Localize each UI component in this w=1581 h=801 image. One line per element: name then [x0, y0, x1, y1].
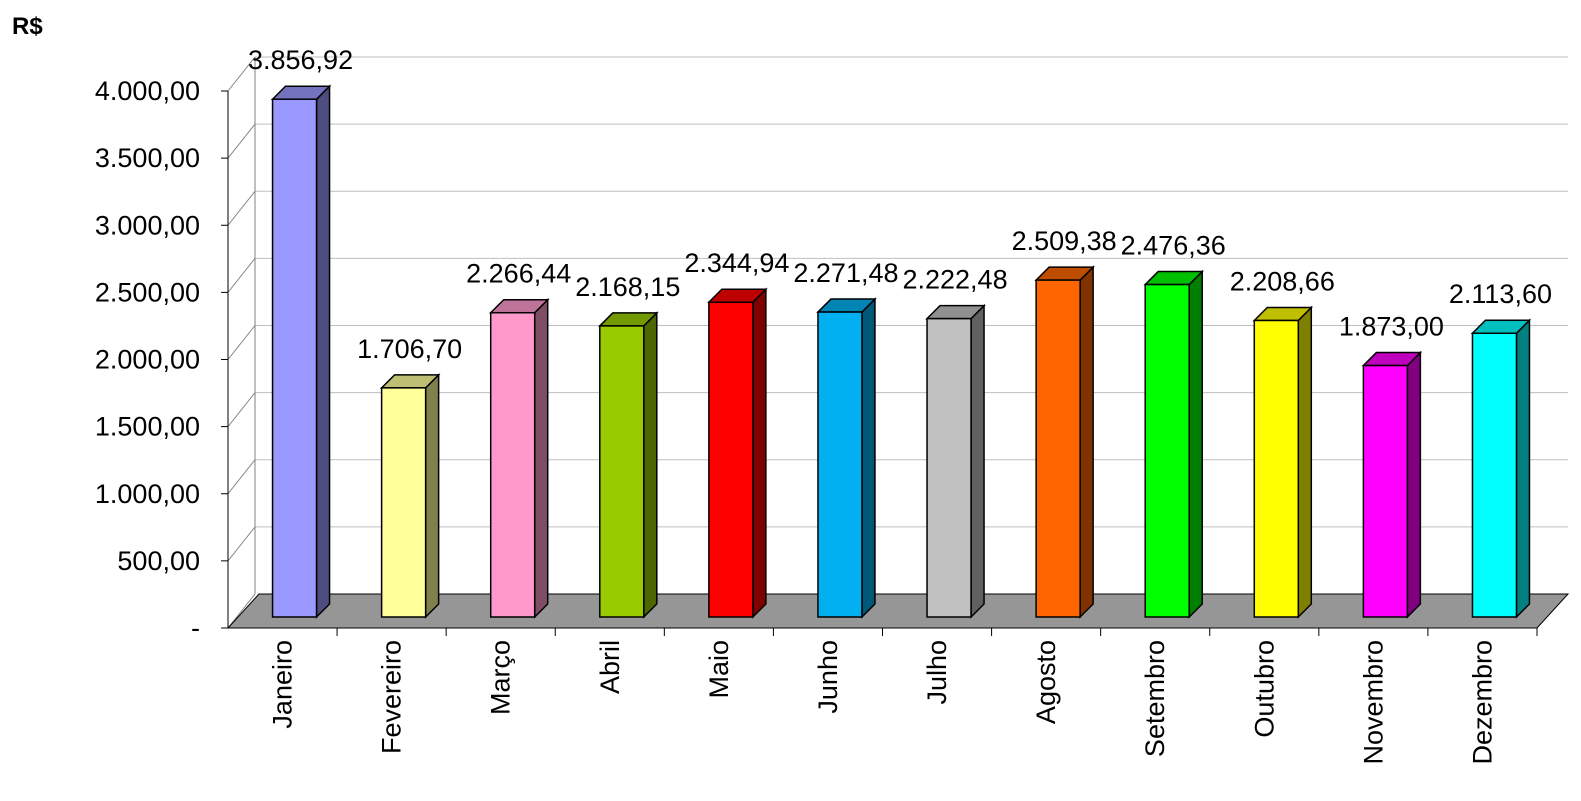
data-label: 2.271,48	[793, 258, 898, 288]
bar-side	[315, 84, 331, 619]
x-tick-label: Outubro	[1249, 640, 1279, 738]
side-wall-line	[227, 526, 256, 562]
data-label: 3.856,92	[248, 45, 353, 75]
data-label: 2.208,66	[1230, 266, 1335, 296]
bar-side	[752, 287, 767, 619]
y-tick-label: 2.000,00	[95, 345, 200, 375]
bar	[1144, 283, 1190, 618]
x-tick-label: Setembro	[1140, 640, 1170, 757]
bar-side	[424, 373, 440, 619]
bar	[1035, 279, 1081, 618]
y-tick-label: 1.500,00	[95, 412, 200, 442]
bar	[1362, 364, 1409, 618]
bar	[708, 301, 754, 618]
data-label: 2.113,60	[1449, 279, 1552, 309]
y-tick-label: 3.000,00	[95, 210, 200, 240]
y-tick-label: -	[191, 613, 200, 643]
bar	[817, 311, 863, 618]
data-label: 2.266,44	[466, 259, 571, 289]
y-tick-label: 1.000,00	[95, 479, 200, 509]
side-wall-line	[227, 325, 256, 360]
x-tick-label: Fevereiro	[377, 640, 407, 754]
axes	[221, 57, 1538, 636]
side-wall-line	[227, 459, 256, 495]
x-tick-label: Abril	[595, 640, 625, 694]
bar-side	[1406, 350, 1422, 619]
x-tick-label: Dezembro	[1467, 640, 1497, 765]
bar-side	[1515, 318, 1531, 619]
side-wall-line	[227, 392, 256, 427]
x-tick-label: Maio	[704, 640, 734, 699]
side-wall-line	[227, 258, 256, 293]
gridlines	[227, 56, 1568, 629]
x-tick-label: Junho	[813, 640, 843, 714]
x-tick-labels: Janeiro Fevereiro Março Abril Maio Junho Julho…	[268, 640, 1498, 765]
bar-side	[1297, 305, 1313, 619]
side-wall-line	[227, 123, 256, 159]
bar	[380, 387, 427, 618]
data-label: 2.509,38	[1012, 226, 1117, 256]
data-label: 2.222,48	[902, 265, 1007, 295]
data-label: 2.476,36	[1121, 231, 1226, 261]
bar-side	[1079, 265, 1094, 619]
bar	[599, 325, 645, 618]
side-wall-line	[227, 56, 256, 92]
x-tick-label: Novembro	[1358, 640, 1388, 765]
data-label: 2.344,94	[684, 248, 789, 278]
x-tick-label: Janeiro	[268, 640, 298, 729]
bar	[1471, 332, 1518, 618]
data-label: 2.168,15	[575, 272, 680, 302]
y-tick-label: 3.500,00	[95, 143, 200, 173]
y-axis-title: R$	[12, 13, 43, 40]
side-wall-line	[227, 190, 256, 226]
x-tick-label: Agosto	[1031, 640, 1061, 724]
bar-side	[1188, 269, 1203, 619]
bar-side	[970, 303, 985, 619]
value-labels: 3.856,92 1.706,70 2.266,44 2.168,152.344,94…	[248, 45, 1552, 364]
bar-side	[643, 311, 658, 619]
y-tick-label: 2.500,00	[95, 277, 200, 307]
data-label: 1.706,70	[357, 334, 462, 364]
bar	[489, 311, 536, 618]
y-tick-labels: - 500,00 1.000,00 1.500,00 2.000,00 2.500,00 3…	[95, 76, 200, 643]
bar	[271, 98, 318, 618]
bars	[270, 84, 1532, 619]
y-tick-label: 500,00	[117, 546, 200, 576]
bar-side	[533, 297, 549, 619]
y-tick-label: 4.000,00	[95, 76, 200, 106]
x-tick-label: Julho	[922, 640, 952, 705]
bar	[926, 317, 972, 618]
bar-side	[861, 297, 876, 619]
x-tick-label: Março	[486, 640, 516, 715]
data-label: 1.873,00	[1339, 312, 1444, 342]
bar	[1253, 319, 1300, 618]
